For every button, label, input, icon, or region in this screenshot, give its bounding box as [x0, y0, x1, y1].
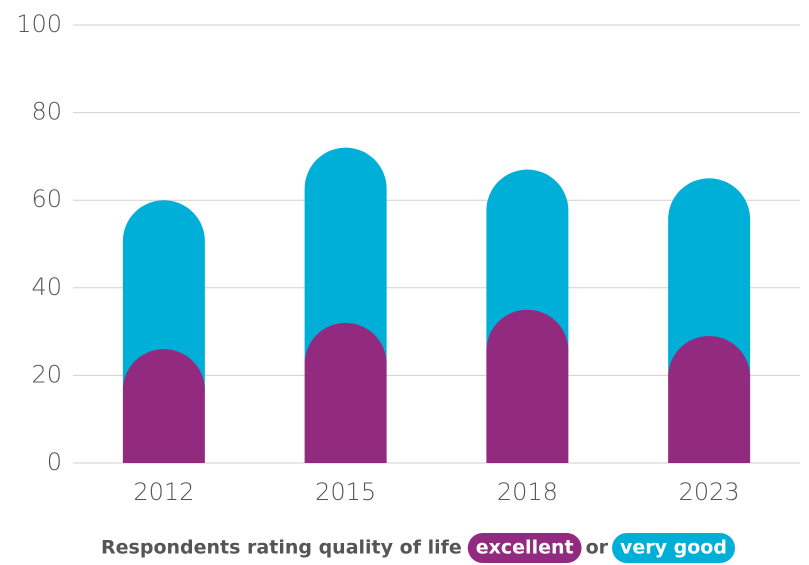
y-tick-label: 0	[47, 448, 62, 476]
x-tick-label: 2018	[497, 478, 558, 506]
y-tick-label: 100	[16, 10, 62, 38]
legend-label: very good	[620, 537, 727, 559]
legend-label: excellent	[476, 537, 574, 559]
legend-swatch	[467, 533, 582, 563]
y-tick-label: 40	[31, 273, 62, 301]
y-tick-label: 20	[31, 360, 62, 388]
caption: Respondents rating quality of life	[101, 537, 462, 559]
y-tick-label: 60	[31, 185, 62, 213]
x-tick-label: 2023	[679, 478, 740, 506]
x-tick-label: 2012	[133, 478, 194, 506]
x-tick-label: 2015	[315, 478, 376, 506]
caption-joiner: or	[586, 537, 609, 559]
bar-segment	[304, 147, 387, 364]
bar-segment	[486, 169, 569, 351]
legend-swatch	[612, 533, 735, 563]
bar-segment	[486, 309, 569, 463]
bar-segment	[668, 178, 751, 377]
y-tick-label: 80	[31, 98, 62, 126]
bar-segment	[668, 335, 751, 463]
bar-segment	[122, 349, 205, 463]
bar-segment	[304, 322, 387, 463]
bar-segment	[122, 200, 205, 391]
